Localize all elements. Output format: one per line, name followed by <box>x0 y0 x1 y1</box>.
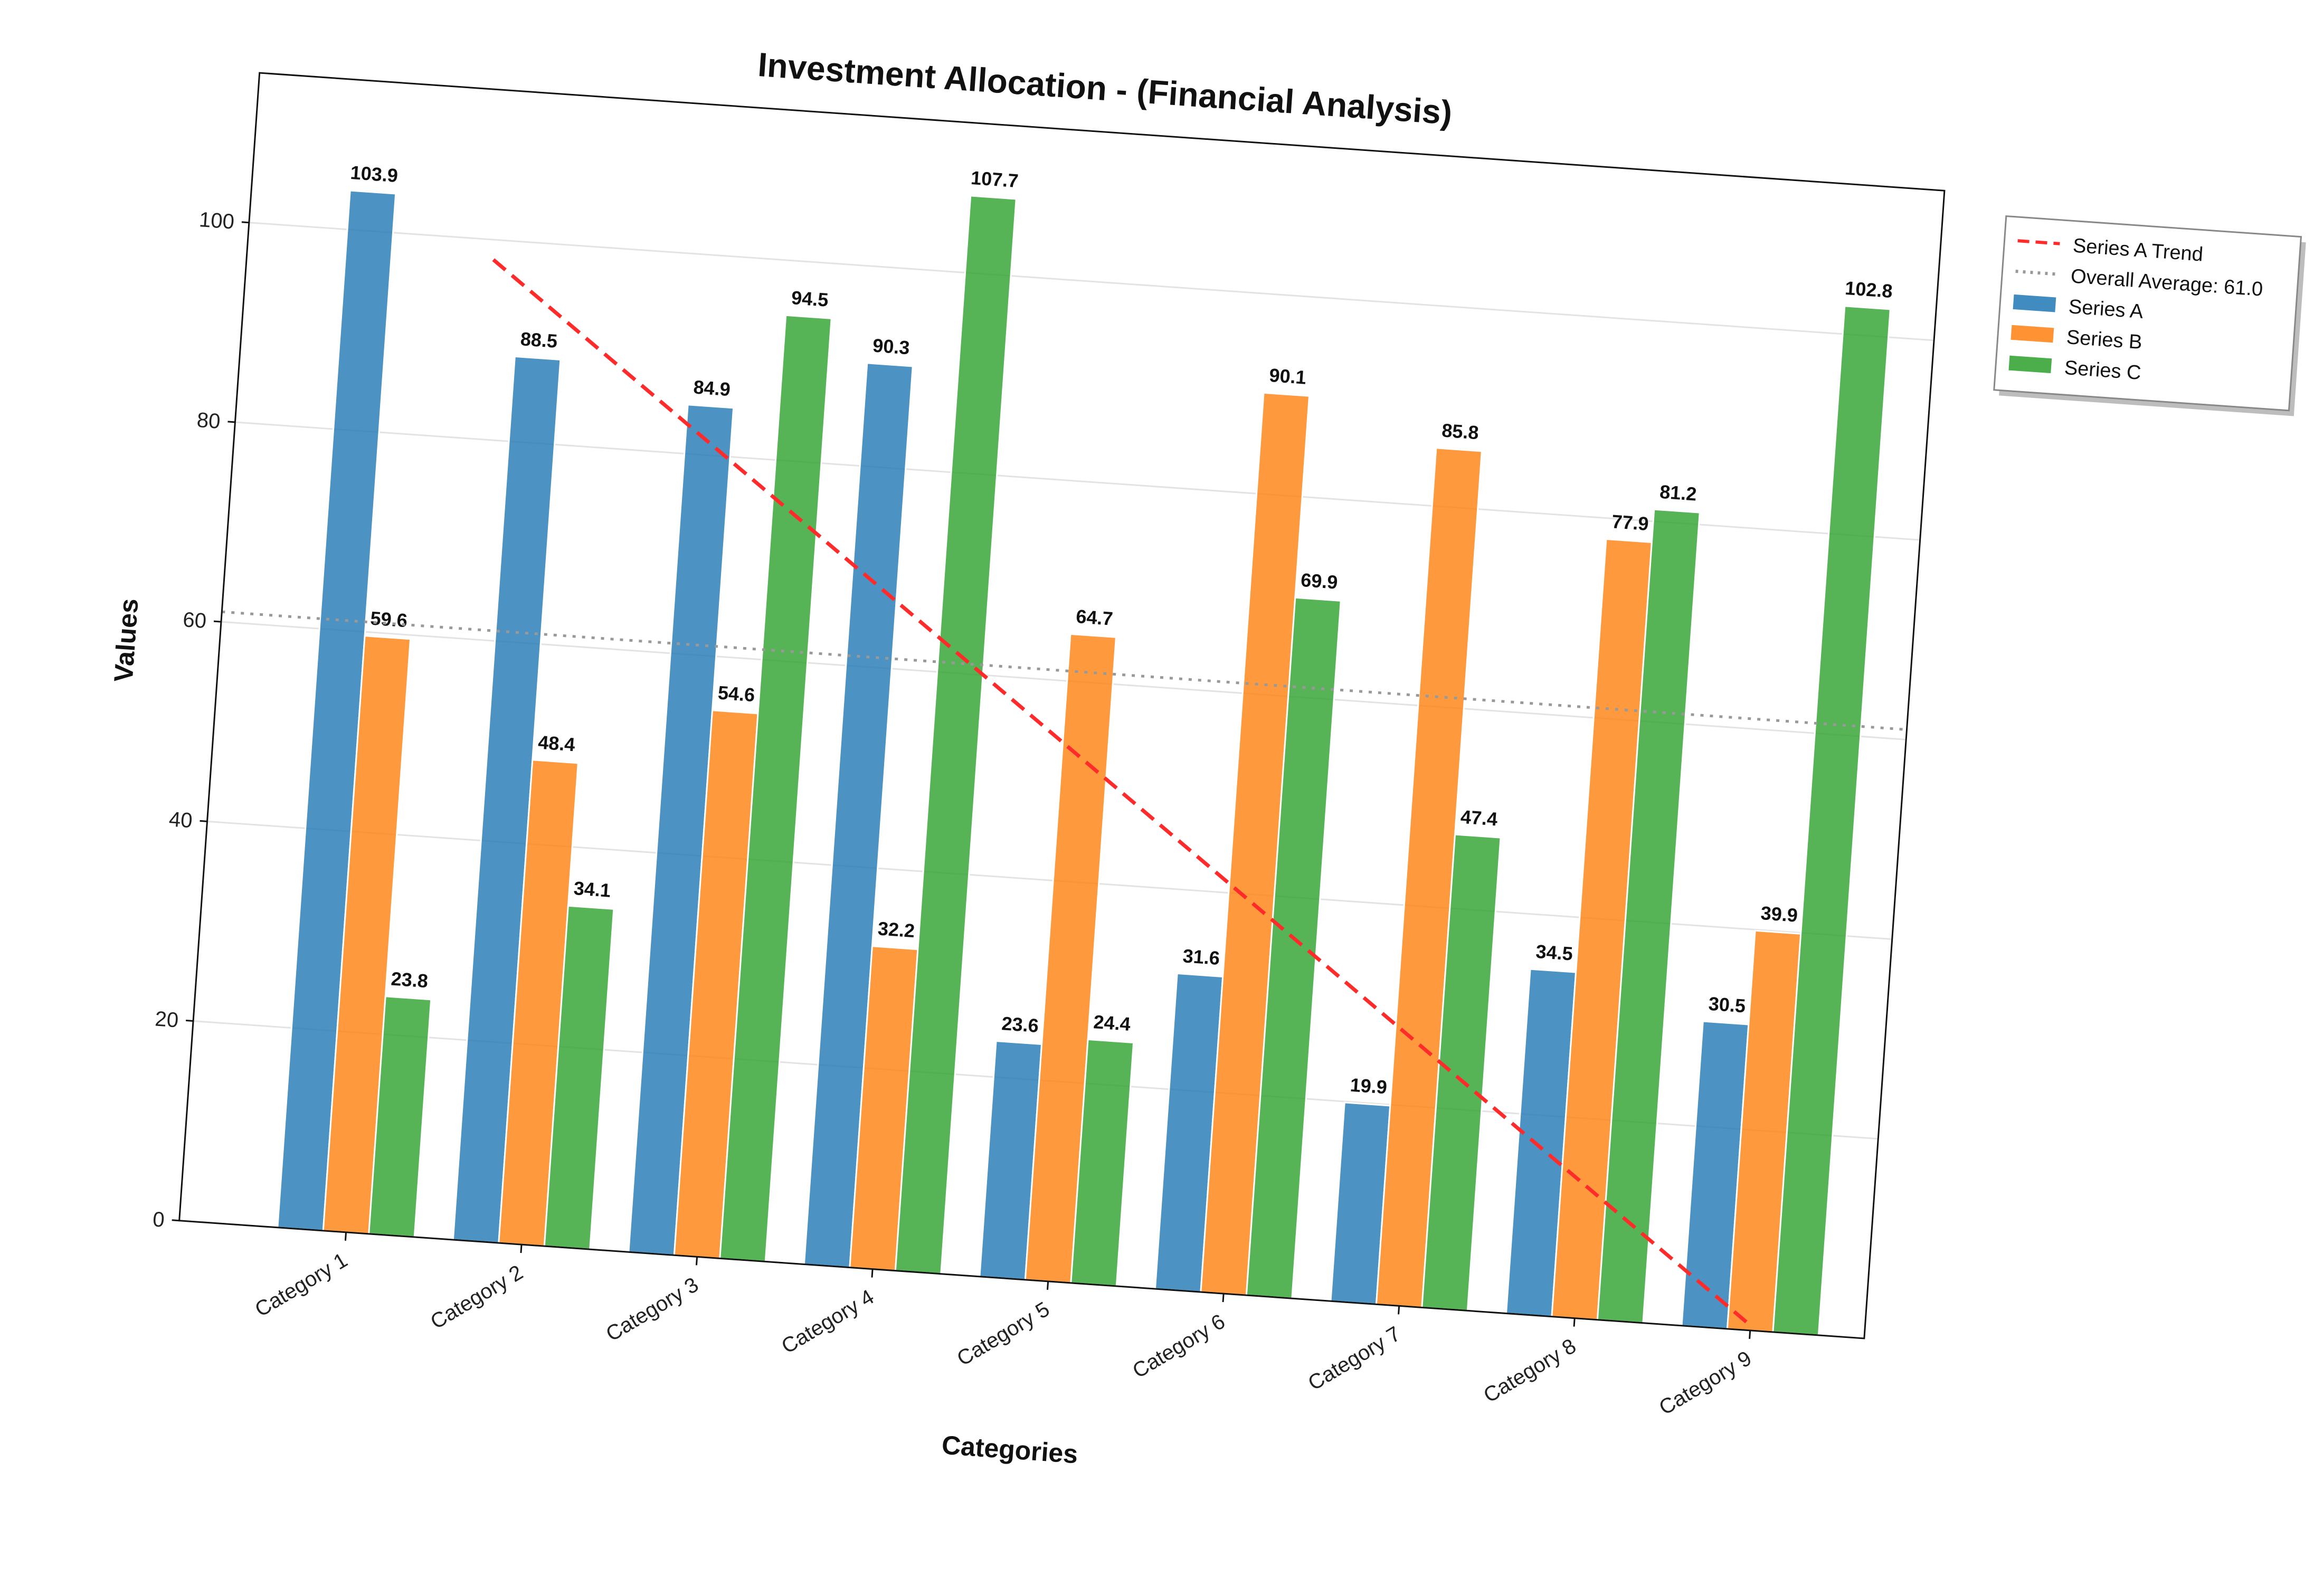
data-label: 107.7 <box>970 167 1019 192</box>
x-axis-label: Categories <box>941 1430 1079 1469</box>
data-label: 34.1 <box>573 877 612 901</box>
data-label: 103.9 <box>350 162 399 186</box>
y-tick-label: 20 <box>154 1008 179 1032</box>
gridline <box>249 222 1934 341</box>
data-label: 77.9 <box>1611 510 1649 535</box>
data-label: 64.7 <box>1075 605 1114 630</box>
average-line <box>222 610 1907 731</box>
x-tick-mark <box>1573 1318 1576 1327</box>
data-label: 90.1 <box>1268 364 1307 388</box>
x-tick-label: Category 5 <box>953 1297 1054 1370</box>
data-label: 31.6 <box>1182 945 1220 969</box>
data-label: 39.9 <box>1760 902 1798 926</box>
data-label: 34.5 <box>1535 940 1573 965</box>
data-label: 88.5 <box>520 328 558 352</box>
x-tick-label: Category 8 <box>1480 1334 1580 1407</box>
legend-series-a-trend-swatch <box>2017 239 2060 245</box>
data-label: 59.6 <box>369 607 408 631</box>
data-label: 69.9 <box>1300 569 1339 593</box>
x-tick-mark <box>871 1269 874 1278</box>
data-label: 54.6 <box>717 682 756 706</box>
x-tick-label: Category 4 <box>777 1285 878 1358</box>
y-tick-mark <box>241 221 249 224</box>
data-label: 81.2 <box>1659 481 1697 505</box>
data-label: 85.8 <box>1441 420 1480 444</box>
x-tick-label: Category 3 <box>602 1273 703 1346</box>
data-label: 24.4 <box>1093 1011 1131 1035</box>
y-tick-mark <box>172 1219 179 1222</box>
y-tick-label: 60 <box>182 608 207 633</box>
plot-area <box>179 73 1945 1338</box>
data-label: 32.2 <box>877 917 916 942</box>
legend-series-c-swatch <box>2008 355 2052 374</box>
legend-series-b-label: Series B <box>2066 326 2143 354</box>
data-label: 30.5 <box>1708 993 1747 1017</box>
x-tick-label: Category 7 <box>1304 1322 1405 1395</box>
x-tick-label: Category 9 <box>1655 1346 1756 1419</box>
legend-series-a-label: Series A <box>2068 296 2145 323</box>
data-label: 94.5 <box>791 287 829 311</box>
x-tick-label: Category 2 <box>426 1261 527 1334</box>
legend-series-c-label: Series C <box>2064 357 2142 384</box>
y-axis-label: Values <box>109 597 144 683</box>
x-tick-mark <box>1222 1293 1225 1303</box>
data-label: 84.9 <box>693 376 731 400</box>
x-tick-mark <box>695 1257 698 1266</box>
data-label: 23.8 <box>390 967 429 992</box>
legend-series-a-swatch <box>2013 294 2056 312</box>
x-tick-mark <box>1046 1281 1049 1290</box>
data-label: 47.4 <box>1460 806 1499 830</box>
series-a-trend-line <box>492 258 1752 1327</box>
y-tick-label: 80 <box>196 408 221 433</box>
x-tick-label: Category 6 <box>1128 1310 1229 1383</box>
x-tick-label: Category 1 <box>251 1248 352 1321</box>
data-label: 19.9 <box>1350 1074 1388 1098</box>
x-tick-mark <box>344 1232 347 1241</box>
y-tick-mark <box>213 620 222 623</box>
data-label: 48.4 <box>537 732 576 756</box>
y-tick-label: 0 <box>152 1208 165 1231</box>
legend-box <box>1993 215 2302 412</box>
y-tick-label: 100 <box>198 208 235 234</box>
data-label: 90.3 <box>872 335 911 359</box>
y-tick-label: 40 <box>168 808 193 832</box>
data-label: 102.8 <box>1844 277 1893 302</box>
legend-series-b-swatch <box>2010 325 2054 343</box>
plot-border <box>178 72 1946 1340</box>
data-label: 23.6 <box>1001 1012 1039 1037</box>
